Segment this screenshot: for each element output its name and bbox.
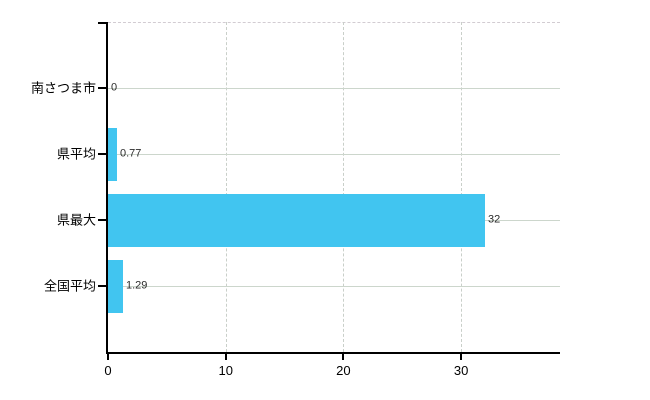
x-tick-label: 20 bbox=[336, 363, 351, 378]
bar-value-label: 1.29 bbox=[126, 279, 148, 292]
vertical-gridline bbox=[225, 22, 227, 352]
x-axis-line bbox=[106, 352, 560, 354]
y-axis-tick bbox=[98, 285, 106, 287]
y-axis-tick bbox=[98, 153, 106, 155]
x-axis-tick bbox=[224, 354, 227, 360]
vertical-gridline bbox=[343, 22, 345, 352]
bar bbox=[108, 260, 123, 313]
bar-value-label: 32 bbox=[488, 213, 501, 226]
y-axis-line bbox=[106, 22, 108, 354]
bar-value-label: 0 bbox=[111, 81, 118, 94]
bar-value-label: 0.77 bbox=[120, 147, 142, 160]
category-gridline bbox=[108, 286, 560, 287]
y-axis-top-tick bbox=[98, 22, 106, 24]
y-axis-tick bbox=[98, 87, 106, 89]
vertical-gridline bbox=[461, 22, 463, 352]
x-tick-label: 0 bbox=[104, 363, 112, 378]
x-axis-tick bbox=[107, 354, 109, 360]
bar bbox=[108, 194, 485, 247]
category-label: 県最大 bbox=[56, 212, 96, 228]
x-axis-tick bbox=[342, 354, 345, 360]
x-tick-label: 30 bbox=[453, 363, 469, 378]
category-gridline bbox=[108, 88, 560, 89]
category-label: 全国平均 bbox=[43, 278, 96, 294]
bar bbox=[108, 128, 117, 181]
x-axis-tick bbox=[460, 354, 463, 360]
category-label: 県平均 bbox=[56, 146, 96, 162]
x-tick-label: 10 bbox=[218, 363, 233, 378]
category-label: 南さつま市 bbox=[30, 80, 96, 96]
category-gridline bbox=[108, 154, 560, 155]
plot-top-border bbox=[108, 22, 560, 23]
y-axis-tick bbox=[98, 219, 106, 221]
